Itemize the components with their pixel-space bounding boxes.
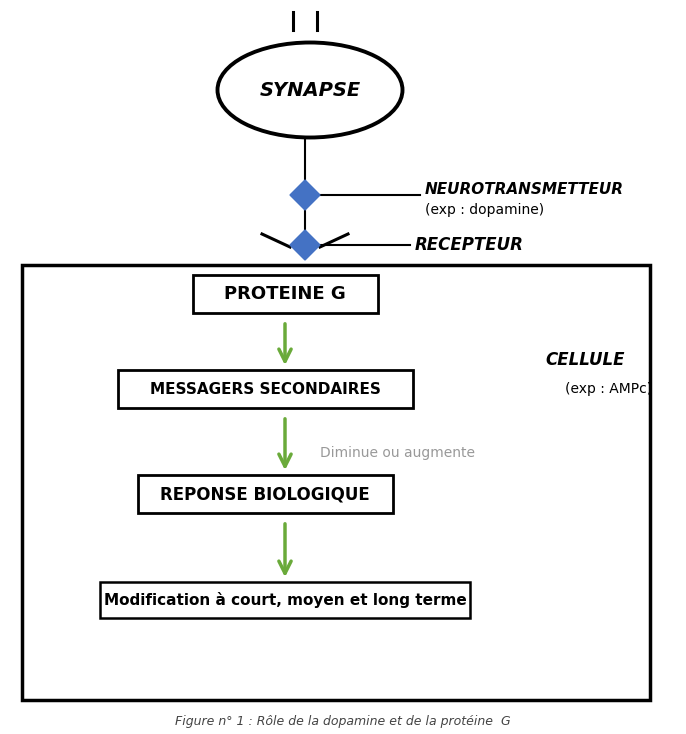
Bar (193, 275, 377, 313)
Text: Diminue ou augmente: Diminue ou augmente (320, 446, 475, 460)
Ellipse shape (217, 43, 403, 137)
Text: RECEPTEUR: RECEPTEUR (415, 236, 524, 254)
Bar (117, 370, 412, 408)
Bar (100, 582, 470, 618)
Polygon shape (290, 230, 320, 260)
Text: MESSAGERS SECONDAIRES: MESSAGERS SECONDAIRES (150, 382, 381, 396)
Text: CELLULE: CELLULE (545, 351, 625, 369)
Text: REPONSE BIOLOGIQUE: REPONSE BIOLOGIQUE (160, 485, 370, 503)
Text: Modification à court, moyen et long terme: Modification à court, moyen et long term… (104, 592, 466, 608)
Bar (137, 475, 392, 513)
Text: (exp : dopamine): (exp : dopamine) (425, 203, 544, 217)
Polygon shape (290, 180, 320, 210)
Text: Figure n° 1 : Rôle de la dopamine et de la protéine  G: Figure n° 1 : Rôle de la dopamine et de … (175, 716, 511, 729)
Text: PROTEINE G: PROTEINE G (224, 285, 346, 303)
Text: NEUROTRANSMETTEUR: NEUROTRANSMETTEUR (425, 183, 624, 197)
Text: SYNAPSE: SYNAPSE (259, 81, 361, 100)
Text: (exp : AMPc): (exp : AMPc) (565, 382, 652, 396)
Bar (22, 265, 650, 700)
